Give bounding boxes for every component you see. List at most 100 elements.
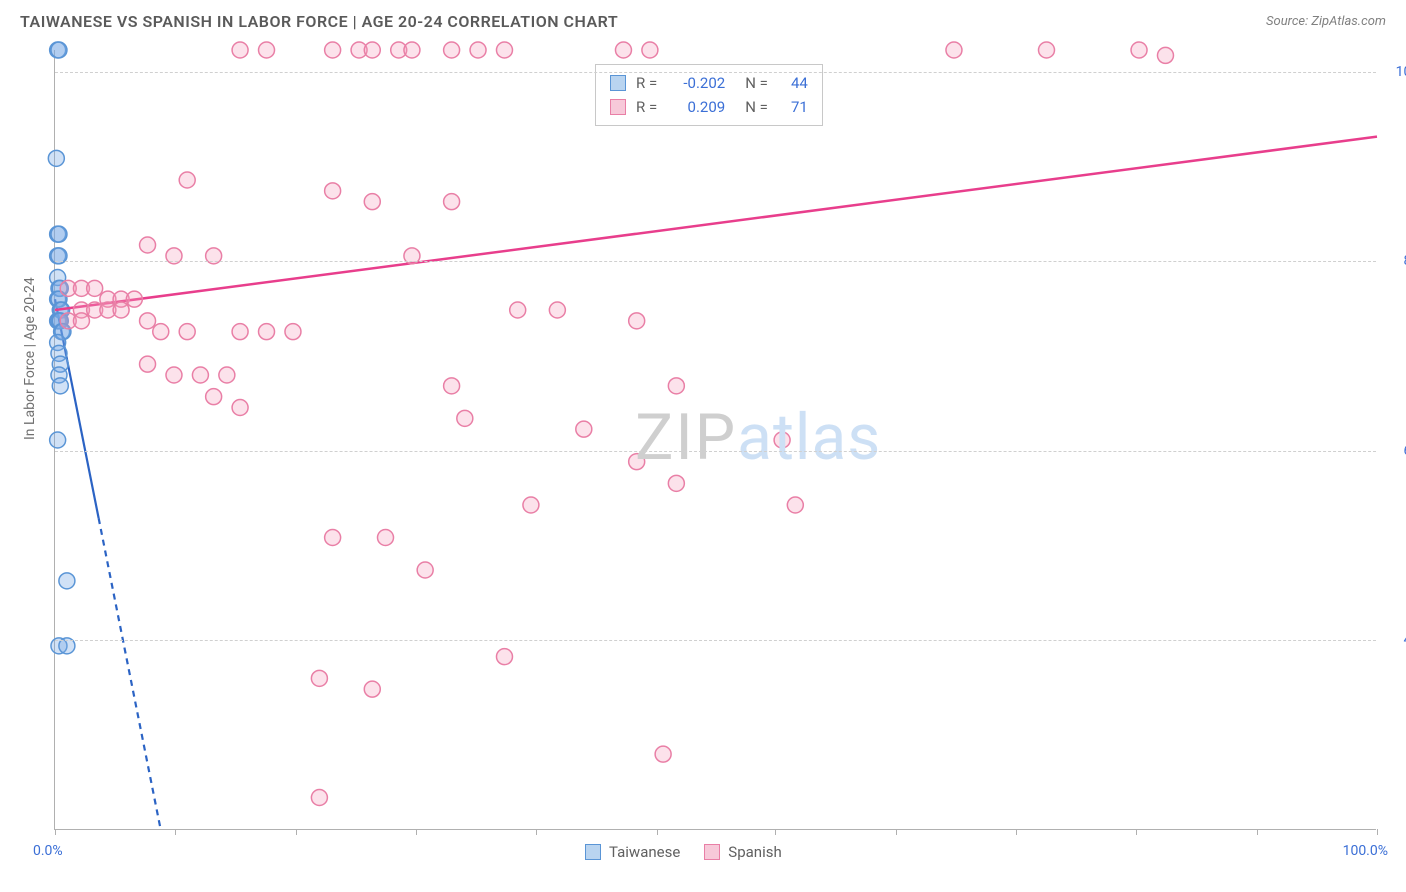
chart-title: TAIWANESE VS SPANISH IN LABOR FORCE | AG… [20, 12, 618, 31]
data-point [325, 530, 341, 546]
data-point [325, 183, 341, 199]
x-tick [896, 829, 897, 835]
data-point [140, 356, 156, 372]
data-point [774, 432, 790, 448]
legend-row: R = -0.202 N = 44 [610, 71, 808, 95]
x-tick [775, 829, 776, 835]
legend-swatch [610, 75, 626, 91]
legend-item: Taiwanese [585, 843, 680, 861]
series-legend: Taiwanese Spanish [585, 843, 782, 861]
x-tick [1257, 829, 1258, 835]
data-point [576, 421, 592, 437]
y-tick-label: 47.5% [1386, 632, 1406, 648]
x-tick [1016, 829, 1017, 835]
scatter-svg [55, 50, 1376, 829]
legend-row: R =0.209N =71 [610, 95, 808, 119]
x-tick [416, 829, 417, 835]
data-point [285, 324, 301, 340]
correlation-legend: R =-0.202N =44R =0.209N =71 [595, 64, 823, 126]
gridline [55, 451, 1376, 452]
legend-n-value: 71 [778, 95, 808, 119]
x-tick [536, 829, 537, 835]
data-point [113, 302, 129, 318]
data-point [192, 367, 208, 383]
x-tick [1136, 829, 1137, 835]
gridline [55, 261, 1376, 262]
data-point [642, 42, 658, 58]
x-axis-start-label: 0.0% [33, 843, 63, 859]
data-point [166, 367, 182, 383]
data-point [51, 42, 67, 58]
data-point [444, 378, 460, 394]
data-point [259, 324, 275, 340]
data-point [232, 400, 248, 416]
data-point [417, 562, 433, 578]
y-axis-label: In Labor Force | Age 20-24 [22, 277, 38, 440]
trend-line-dashed [99, 518, 161, 830]
legend-swatch [585, 844, 601, 860]
data-point [378, 530, 394, 546]
x-tick [1377, 829, 1378, 835]
y-tick-label: 82.5% [1386, 253, 1406, 269]
trend-line [55, 137, 1377, 310]
data-point [946, 42, 962, 58]
data-point [444, 194, 460, 210]
data-point [219, 367, 235, 383]
data-point [51, 226, 67, 242]
data-point [1131, 42, 1147, 58]
source-label: Source: ZipAtlas.com [1266, 14, 1386, 29]
x-tick [296, 829, 297, 835]
data-point [496, 42, 512, 58]
x-tick [657, 829, 658, 835]
legend-swatch [610, 99, 626, 115]
data-point [153, 324, 169, 340]
data-point [52, 378, 68, 394]
data-point [179, 172, 195, 188]
data-point [629, 313, 645, 329]
gridline [55, 72, 1376, 73]
data-point [140, 313, 156, 329]
data-point [787, 497, 803, 513]
legend-n-label: N = [745, 71, 768, 95]
legend-series-name: Spanish [728, 843, 781, 861]
legend-r-label: R = [636, 95, 657, 119]
chart-plot-area: ZIPatlas R =-0.202N =44R =0.209N =71 Tai… [54, 50, 1376, 830]
data-point [404, 42, 420, 58]
data-point [615, 42, 631, 58]
legend-swatch [704, 844, 720, 860]
data-point [59, 573, 75, 589]
data-point [523, 497, 539, 513]
legend-r-value: -0.202 [667, 71, 725, 95]
data-point [444, 42, 460, 58]
legend-n-value: 44 [778, 71, 808, 95]
data-point [73, 313, 89, 329]
y-tick-label: 100.0% [1386, 64, 1406, 80]
data-point [325, 42, 341, 58]
legend-item: Spanish [704, 843, 781, 861]
data-point [311, 790, 327, 806]
data-point [510, 302, 526, 318]
data-point [259, 42, 275, 58]
x-axis-end-label: 100.0% [1343, 843, 1388, 859]
legend-series-name: Taiwanese [609, 843, 680, 861]
data-point [364, 194, 380, 210]
legend-r-label: R = [636, 71, 657, 95]
data-point [48, 150, 64, 166]
data-point [470, 42, 486, 58]
data-point [179, 324, 195, 340]
data-point [126, 291, 142, 307]
data-point [1039, 42, 1055, 58]
legend-n-label: N = [745, 95, 768, 119]
data-point [311, 670, 327, 686]
x-tick [55, 829, 56, 835]
data-point [668, 378, 684, 394]
data-point [655, 746, 671, 762]
data-point [364, 42, 380, 58]
data-point [364, 681, 380, 697]
data-point [50, 432, 66, 448]
data-point [549, 302, 565, 318]
data-point [232, 42, 248, 58]
data-point [1157, 47, 1173, 63]
gridline [55, 640, 1376, 641]
data-point [140, 237, 156, 253]
